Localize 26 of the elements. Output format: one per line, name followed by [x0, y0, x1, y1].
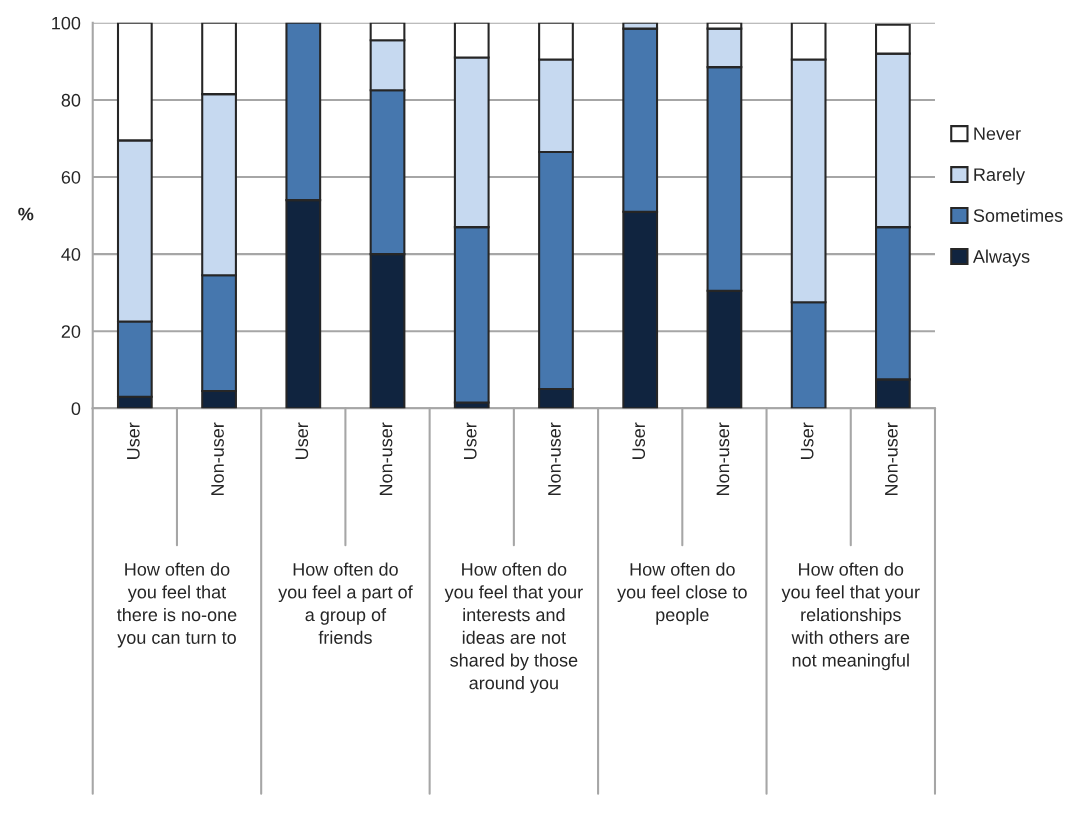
text: How often do you feel that your relationships with others are not meaningful [781, 562, 920, 671]
x-tick-label: Non-user [548, 422, 561, 495]
x-tick-label: Non-user [716, 422, 730, 495]
x-tick-label: User [632, 422, 646, 459]
legend-label: Rarely [974, 167, 1026, 185]
y-tick-label: 20 [61, 325, 81, 338]
text: How often do you feel a part of a group of friends [278, 562, 413, 644]
x-tick-label: User [127, 422, 140, 459]
x-tick-label: Non-user [379, 422, 393, 495]
legend-label: Always [972, 249, 1030, 267]
x-tick-label: User [800, 422, 814, 459]
x-tick-label: Non-user [885, 422, 898, 495]
text: How often do you feel close to people [617, 562, 747, 625]
y-tick-label: 60 [61, 170, 81, 184]
y-tick-label: 40 [61, 248, 81, 261]
y-axis-title: % [18, 207, 34, 221]
x-tick-label: Non-user [211, 422, 224, 495]
y-tick-label: 100 [52, 16, 81, 30]
x-tick-label: User [295, 422, 309, 459]
y-tick-label: 80 [61, 93, 81, 107]
legend-label: Sometimes [973, 208, 1063, 222]
text: How often do you feel that there is no-one you can turn to [117, 562, 237, 648]
legend-label: Never [974, 127, 1021, 141]
x-tick-label: User [464, 422, 477, 459]
y-tick-label: 0 [71, 402, 81, 416]
text: How often do you feel that your interests and ideas are not shared by those around you [444, 562, 583, 693]
